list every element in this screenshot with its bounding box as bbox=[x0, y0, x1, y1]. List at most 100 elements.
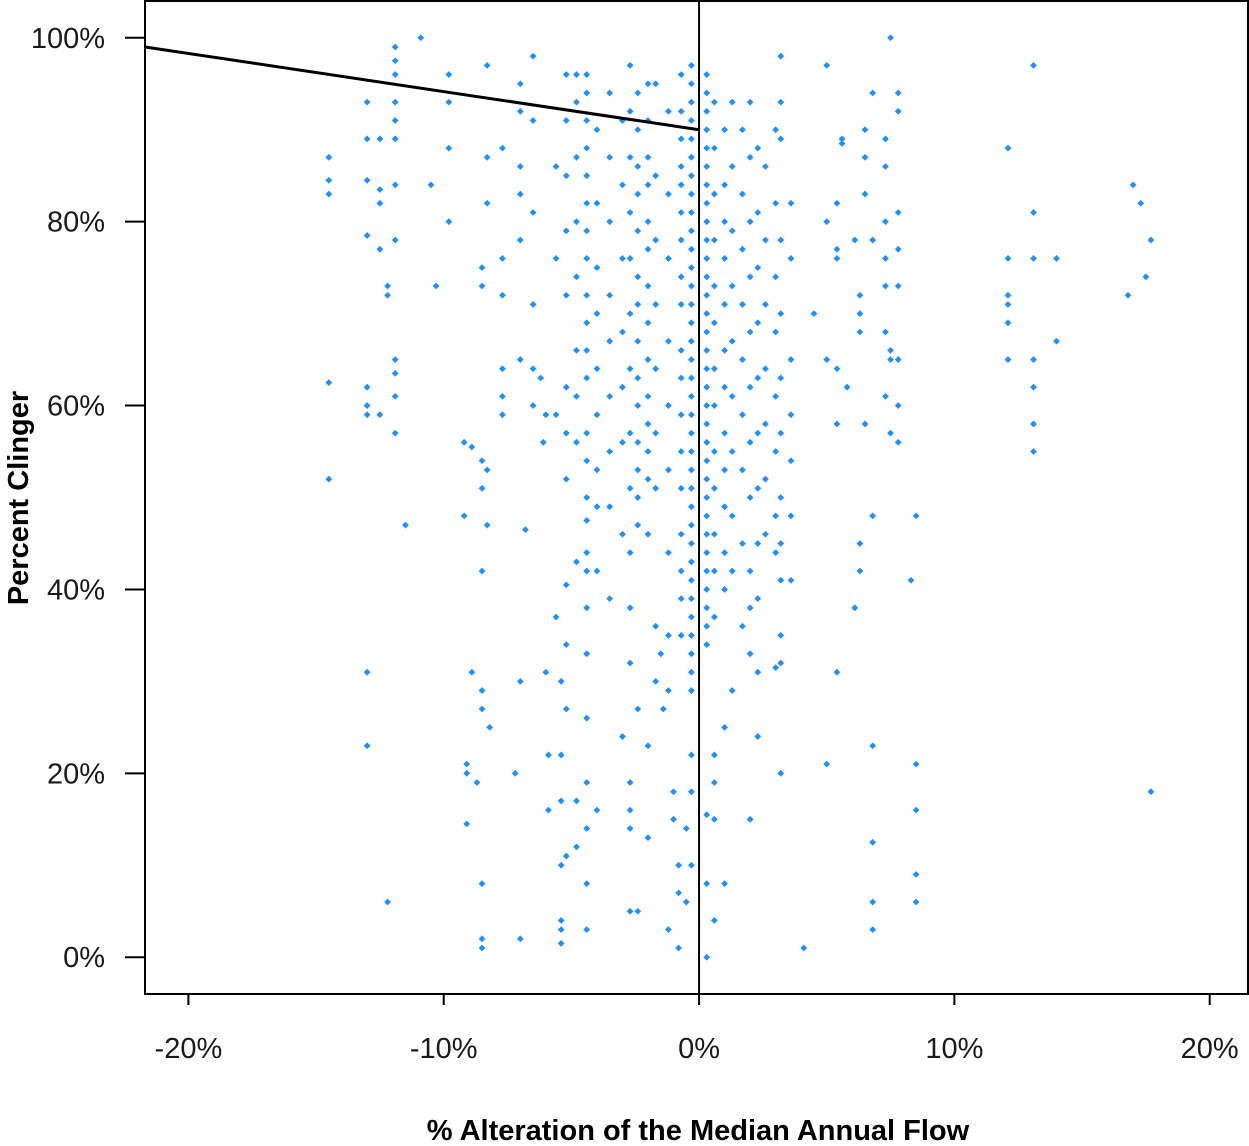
data-point bbox=[746, 328, 754, 336]
data-point bbox=[682, 825, 690, 832]
data-point bbox=[787, 512, 795, 520]
data-point bbox=[739, 540, 746, 547]
data-point bbox=[687, 411, 695, 419]
data-point bbox=[619, 733, 626, 740]
data-point bbox=[754, 484, 762, 492]
data-point bbox=[670, 788, 677, 796]
data-point bbox=[687, 245, 695, 253]
data-point bbox=[634, 89, 642, 97]
data-point bbox=[703, 420, 711, 428]
data-point bbox=[516, 190, 524, 198]
data-point bbox=[882, 218, 889, 226]
data-point bbox=[687, 153, 695, 161]
data-point bbox=[619, 383, 626, 391]
data-point bbox=[710, 779, 718, 786]
data-point bbox=[687, 80, 695, 88]
data-point bbox=[687, 448, 695, 455]
data-point bbox=[634, 705, 642, 713]
data-point bbox=[677, 595, 685, 603]
data-point bbox=[463, 820, 471, 828]
data-point bbox=[739, 411, 746, 419]
data-point bbox=[728, 163, 736, 170]
data-point bbox=[777, 494, 785, 501]
data-point bbox=[583, 650, 591, 658]
data-point bbox=[1137, 199, 1145, 207]
data-point bbox=[677, 135, 685, 143]
data-point bbox=[644, 153, 652, 161]
data-point bbox=[721, 255, 728, 262]
data-point bbox=[583, 255, 591, 262]
data-point bbox=[861, 153, 869, 161]
data-point bbox=[677, 71, 685, 78]
data-point bbox=[772, 664, 780, 671]
data-point bbox=[703, 71, 711, 78]
data-point bbox=[703, 163, 711, 170]
data-point bbox=[869, 838, 877, 846]
data-point bbox=[634, 337, 642, 345]
data-point bbox=[516, 107, 524, 115]
data-point bbox=[739, 245, 746, 253]
data-point bbox=[445, 218, 453, 226]
data-point bbox=[703, 89, 711, 97]
data-point bbox=[772, 549, 780, 557]
data-point bbox=[703, 199, 711, 207]
data-point bbox=[634, 402, 642, 409]
data-point bbox=[606, 337, 614, 345]
data-point bbox=[687, 209, 695, 216]
data-point bbox=[894, 209, 902, 216]
data-point bbox=[887, 346, 894, 354]
data-point bbox=[665, 549, 672, 557]
data-point bbox=[677, 107, 685, 115]
data-point bbox=[634, 126, 642, 134]
data-point bbox=[703, 586, 711, 593]
data-point bbox=[894, 402, 902, 409]
data-point bbox=[644, 530, 652, 538]
data-point bbox=[687, 632, 695, 639]
data-point bbox=[644, 80, 652, 88]
data-point bbox=[677, 530, 685, 538]
data-point bbox=[838, 140, 846, 147]
data-point bbox=[777, 632, 785, 639]
data-point bbox=[562, 227, 570, 235]
data-point bbox=[777, 236, 785, 244]
data-point bbox=[562, 705, 570, 713]
data-point bbox=[391, 356, 399, 363]
data-point bbox=[478, 282, 486, 290]
data-point bbox=[843, 383, 851, 391]
data-point bbox=[710, 190, 718, 198]
data-point bbox=[557, 751, 565, 759]
data-point bbox=[687, 98, 695, 106]
data-point bbox=[325, 153, 333, 161]
data-point bbox=[665, 255, 672, 262]
data-point bbox=[593, 199, 601, 207]
data-point bbox=[833, 668, 841, 676]
data-point bbox=[626, 310, 634, 318]
data-point bbox=[703, 530, 711, 538]
data-point bbox=[746, 815, 754, 823]
data-point bbox=[606, 595, 614, 603]
data-point bbox=[823, 61, 831, 69]
data-point bbox=[687, 264, 695, 272]
data-point bbox=[772, 512, 780, 520]
data-point bbox=[687, 356, 695, 363]
data-point bbox=[644, 448, 652, 455]
data-point bbox=[687, 595, 695, 603]
data-point bbox=[762, 530, 769, 538]
data-point bbox=[478, 935, 486, 943]
data-point bbox=[710, 236, 718, 244]
data-point bbox=[516, 935, 524, 943]
y-tick-label: 60% bbox=[47, 391, 105, 423]
data-point bbox=[606, 89, 614, 97]
data-point bbox=[499, 365, 506, 373]
data-point bbox=[746, 650, 754, 658]
data-point bbox=[687, 319, 695, 327]
data-point bbox=[657, 650, 665, 658]
data-point bbox=[583, 172, 591, 180]
data-point bbox=[626, 484, 634, 492]
data-point bbox=[1004, 144, 1012, 152]
data-point bbox=[626, 604, 634, 612]
data-point bbox=[728, 567, 736, 575]
data-point bbox=[777, 374, 785, 382]
data-point bbox=[529, 117, 537, 124]
data-point bbox=[882, 163, 889, 170]
